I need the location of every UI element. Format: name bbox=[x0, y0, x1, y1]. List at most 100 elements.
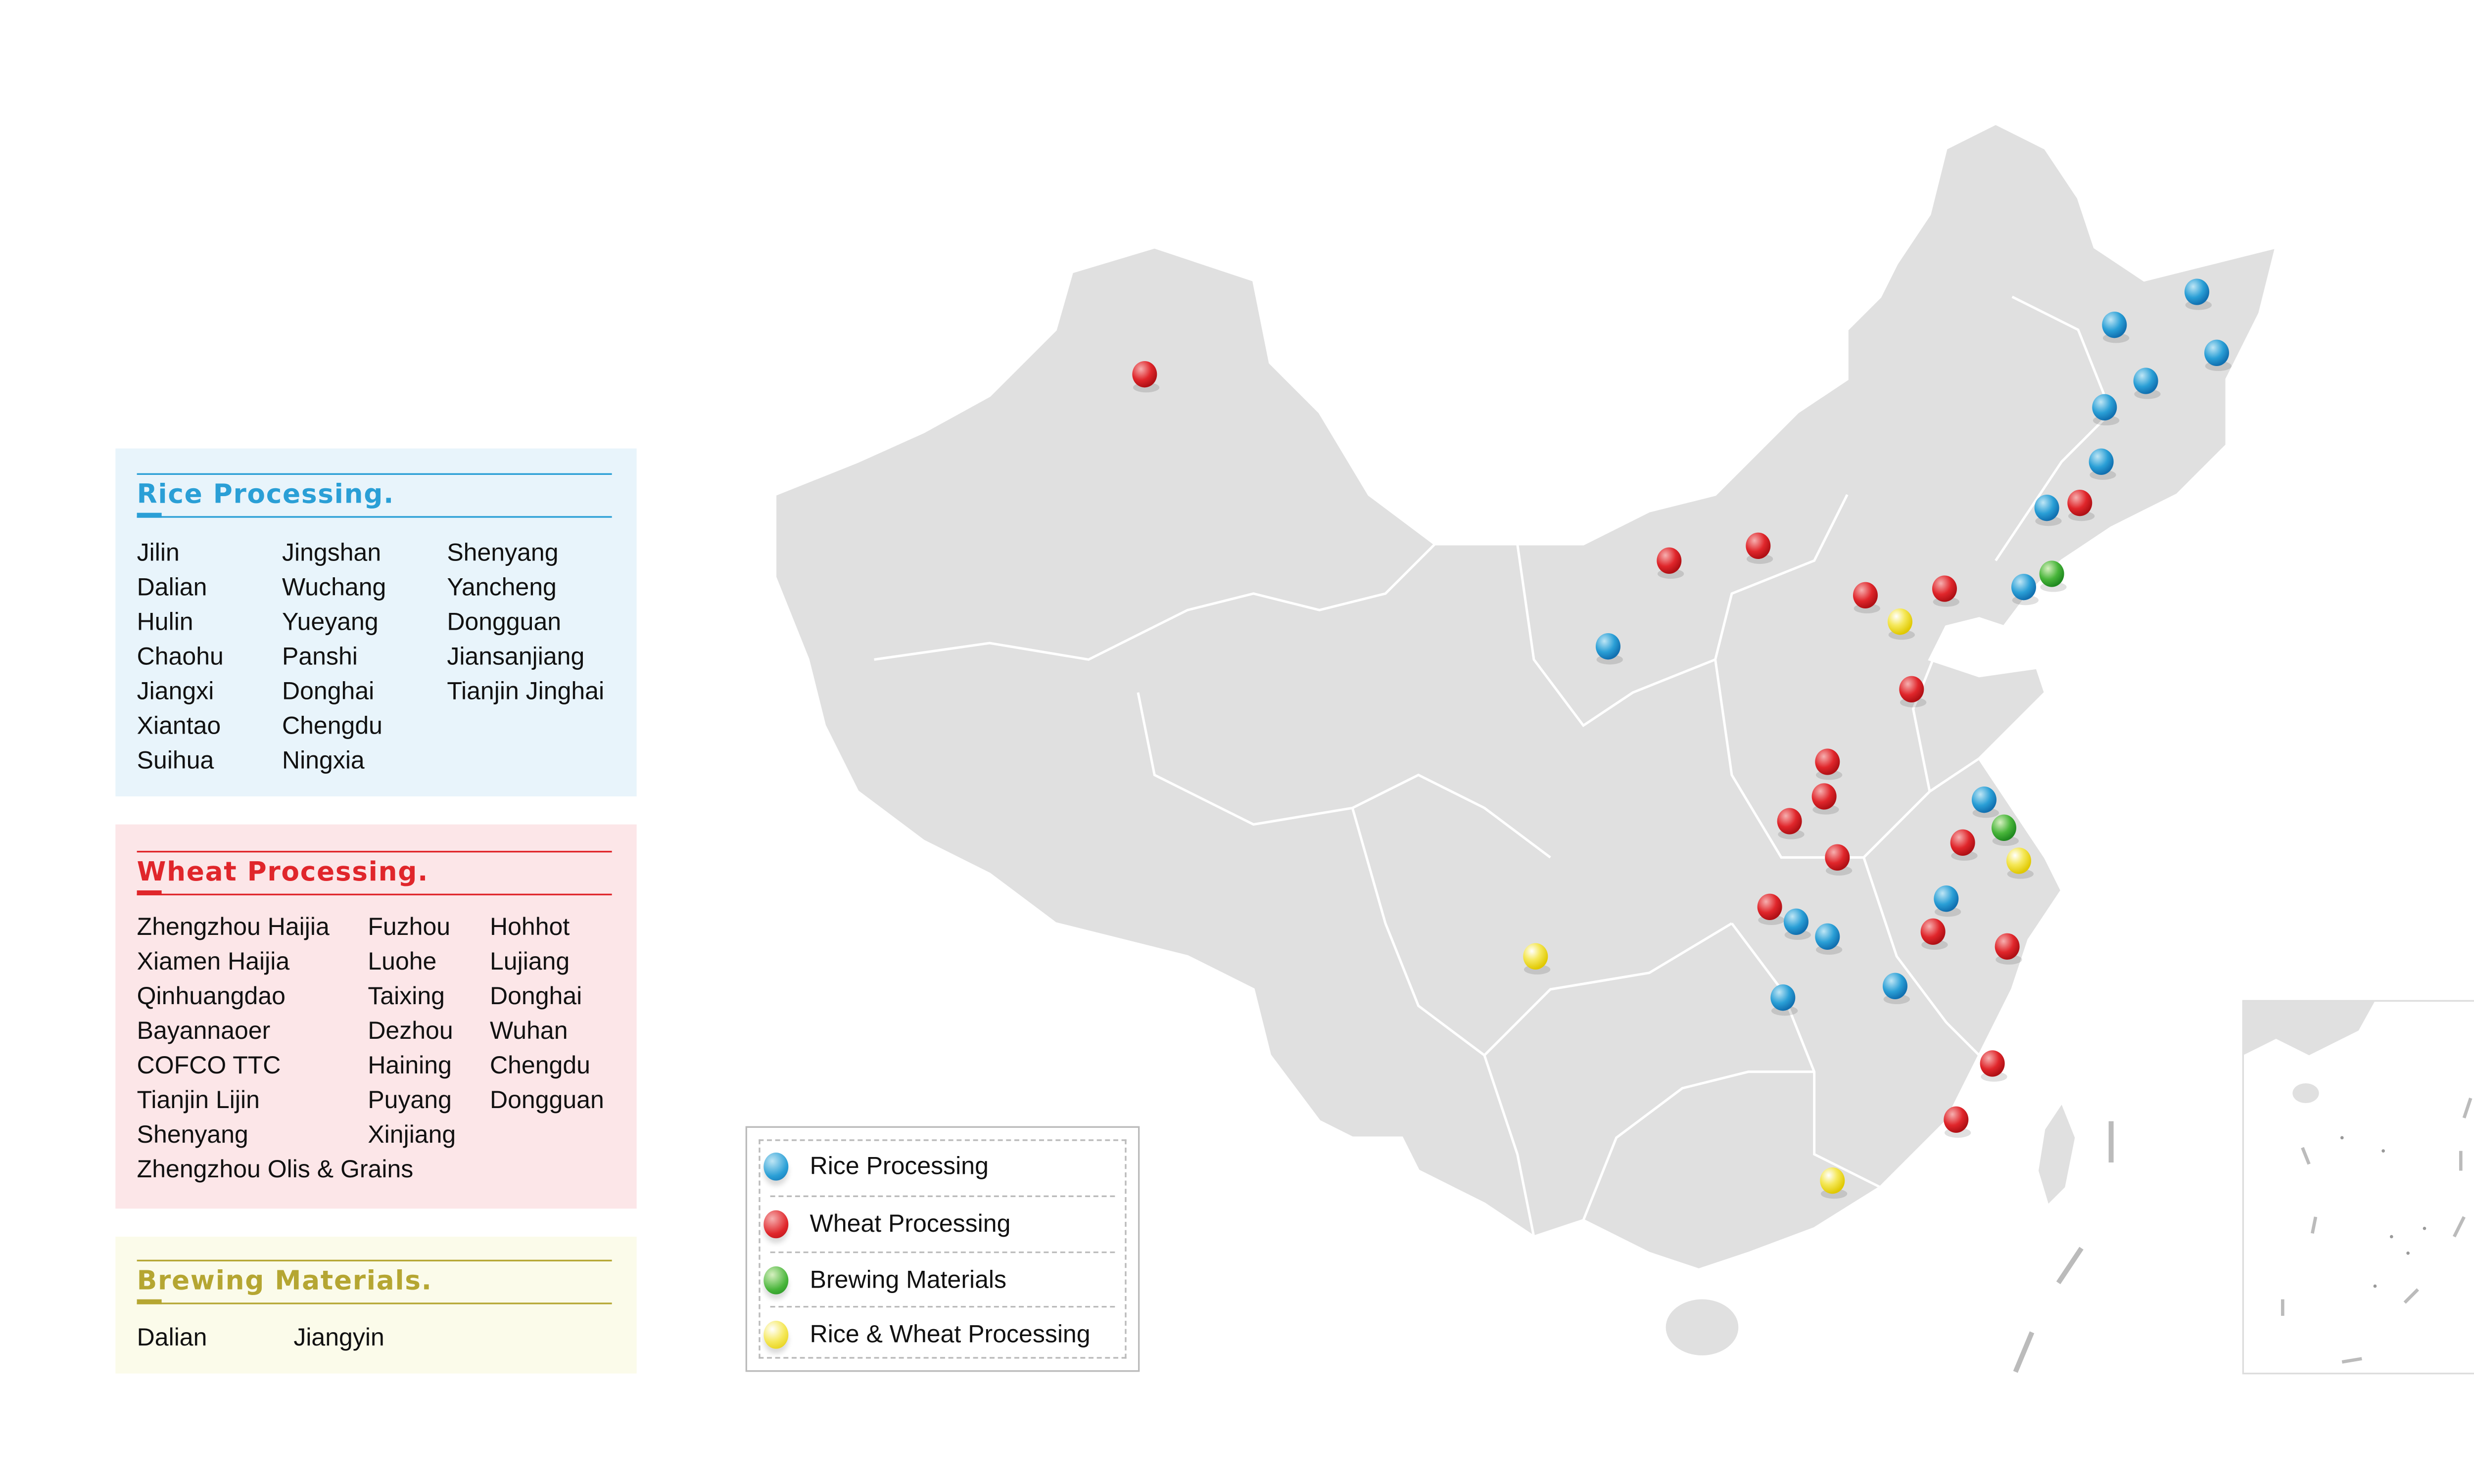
location-name: Hulin bbox=[137, 608, 193, 637]
rice-marker bbox=[2034, 494, 2059, 521]
rice-marker bbox=[2204, 339, 2229, 366]
south-china-sea-inset bbox=[2242, 1000, 2474, 1375]
wheat-marker bbox=[1657, 547, 1682, 574]
wheat-marker bbox=[2067, 489, 2093, 516]
location-name: Lujiang bbox=[489, 948, 570, 976]
location-column: Jiangyin bbox=[293, 1321, 384, 1355]
panel-title: Brewing Materials. bbox=[137, 1264, 432, 1296]
panel-title: Rice Processing. bbox=[137, 478, 395, 510]
red-marker-icon bbox=[763, 1209, 789, 1238]
panel-title: Wheat Processing. bbox=[137, 855, 429, 887]
location-name: Donghai bbox=[489, 982, 582, 1011]
legend-label: Rice Processing bbox=[809, 1152, 989, 1180]
location-name: Fuzhou bbox=[368, 913, 451, 942]
rice-marker bbox=[1770, 984, 1796, 1011]
wheat-marker bbox=[1132, 361, 1157, 388]
rice-wheat-marker bbox=[1820, 1167, 1845, 1194]
location-name: Puyang bbox=[368, 1086, 452, 1115]
location-name: Qinhuangdao bbox=[137, 982, 285, 1011]
legend-item-rice-wheat: Rice & Wheat Processing bbox=[763, 1306, 1121, 1362]
location-name: Zhengzhou Haijia bbox=[137, 913, 330, 942]
rice-marker bbox=[2011, 573, 2036, 601]
location-name: Xiamen Haijia bbox=[137, 948, 290, 976]
location-name: COFCO TTC bbox=[137, 1052, 281, 1080]
legend-label: Brewing Materials bbox=[809, 1265, 1007, 1294]
rice-wheat-marker bbox=[1887, 608, 1912, 635]
rice-marker bbox=[2089, 448, 2114, 475]
location-name: Luohe bbox=[368, 948, 437, 976]
location-name: Dezhou bbox=[368, 1017, 453, 1046]
location-name: Haining bbox=[368, 1052, 452, 1080]
wheat-marker bbox=[1757, 893, 1782, 920]
location-name: Donghai bbox=[282, 677, 375, 706]
location-name: Hohhot bbox=[489, 913, 570, 942]
location-name: Dongguan bbox=[489, 1086, 604, 1115]
rice-marker bbox=[1595, 633, 1620, 660]
rice-marker bbox=[2102, 311, 2127, 338]
maritime-boundary bbox=[2013, 1121, 2114, 1373]
location-name: Wuhan bbox=[489, 1017, 568, 1046]
location-name: Shenyang bbox=[137, 1121, 248, 1150]
location-name: Jilin bbox=[137, 539, 180, 567]
wheat-marker bbox=[1746, 532, 1771, 559]
wheat-marker bbox=[1811, 783, 1837, 810]
brewing-marker bbox=[2039, 560, 2064, 587]
rice-marker bbox=[1882, 973, 1907, 999]
location-name: Suihua bbox=[137, 746, 214, 775]
green-marker-icon bbox=[763, 1265, 789, 1294]
location-name: Dalian bbox=[137, 573, 207, 602]
wheat-marker bbox=[1920, 918, 1946, 945]
province-borders bbox=[874, 295, 2113, 1237]
rice-marker bbox=[2133, 368, 2158, 394]
wheat-marker bbox=[1777, 808, 1802, 835]
wheat-marker bbox=[1944, 1106, 1969, 1133]
location-name: Jingshan bbox=[282, 539, 381, 567]
rice-marker bbox=[2092, 394, 2117, 420]
location-name: Jiangxi bbox=[137, 677, 214, 706]
legend-item-rice: Rice Processing bbox=[763, 1138, 1121, 1194]
location-name: Chengdu bbox=[282, 712, 382, 741]
location-name: Bayannaoer bbox=[137, 1017, 271, 1046]
brewing-materials-panel: Brewing Materials. Dalian Jiangyin bbox=[115, 1236, 637, 1374]
legend-label: Rice & Wheat Processing bbox=[809, 1320, 1091, 1348]
location-name: Panshi bbox=[282, 643, 358, 671]
rice-wheat-marker bbox=[1523, 943, 1548, 970]
legend-item-brewing: Brewing Materials bbox=[763, 1252, 1121, 1307]
rice-processing-panel: Rice Processing. Jilin Dalian Hulin Chaohu J… bbox=[115, 448, 637, 796]
rice-marker bbox=[1971, 786, 1997, 813]
location-column: Dalian bbox=[137, 1321, 207, 1355]
location-name: Chaohu bbox=[137, 643, 224, 671]
location-name: Wuchang bbox=[282, 573, 386, 602]
china-mainland bbox=[774, 122, 2278, 1271]
location-name: Yancheng bbox=[447, 573, 557, 602]
location-column: Fuzhou Luohe Taixing Dezhou Haining Puyang Xin… bbox=[368, 910, 456, 1153]
location-name: Tianjin Jinghai bbox=[447, 677, 605, 706]
location-name: Xinjiang bbox=[368, 1121, 456, 1150]
rice-marker bbox=[1934, 885, 1959, 912]
hainan-island bbox=[1665, 1299, 1739, 1355]
location-name: Jiangyin bbox=[293, 1324, 384, 1352]
rice-marker bbox=[1815, 923, 1840, 950]
location-name: Ningxia bbox=[282, 746, 365, 775]
site-markers bbox=[1132, 278, 2232, 1199]
location-name: Yueyang bbox=[282, 608, 379, 637]
location-column: Jingshan Wuchang Yueyang Panshi Donghai Cheng… bbox=[282, 536, 386, 778]
rice-wheat-marker bbox=[2006, 847, 2031, 874]
blue-marker-icon bbox=[763, 1152, 789, 1180]
rice-marker bbox=[1783, 908, 1808, 935]
wheat-marker bbox=[1932, 575, 1957, 602]
wheat-marker bbox=[1980, 1050, 2005, 1077]
wheat-marker bbox=[1899, 676, 1924, 702]
taiwan-island bbox=[2038, 1105, 2075, 1204]
location-name: Tianjin Lijin bbox=[137, 1086, 260, 1115]
yellow-marker-icon bbox=[763, 1320, 789, 1348]
legend-item-wheat: Wheat Processing bbox=[763, 1196, 1121, 1252]
location-column: Hohhot Lujiang Donghai Wuhan Chengdu Dongguan bbox=[490, 910, 604, 1118]
wheat-marker bbox=[1995, 933, 2020, 960]
wheat-marker bbox=[1853, 582, 1878, 608]
wheat-marker bbox=[1815, 748, 1840, 775]
location-name: Jiansanjiang bbox=[447, 643, 585, 671]
location-name: Dalian bbox=[137, 1324, 207, 1352]
